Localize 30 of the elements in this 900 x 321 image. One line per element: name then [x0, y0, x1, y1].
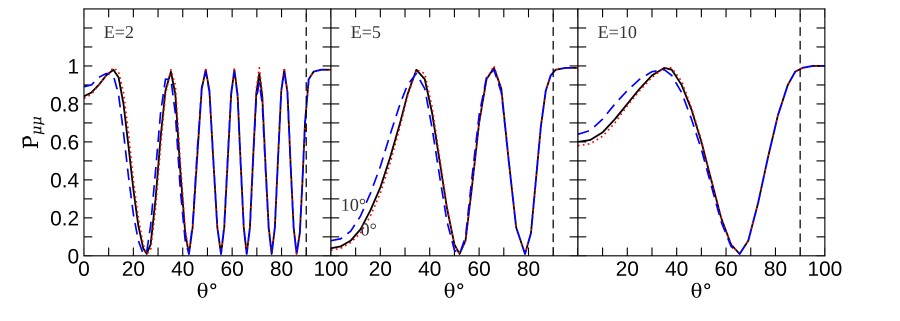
x-tick-label: 80	[518, 261, 540, 276]
x-tick-label: 40	[666, 261, 688, 276]
y-tick-label: 0.8	[50, 96, 78, 112]
x-tick-label: 20	[370, 261, 392, 276]
x-tick-label: 100	[809, 261, 842, 276]
x-tick-label: 20	[122, 261, 144, 276]
y-tick-label: 0.6	[50, 134, 78, 150]
annotation: E=5	[351, 26, 380, 38]
x-axis-title: θ°	[444, 282, 464, 298]
x-tick-label: 60	[468, 261, 490, 276]
x-tick-label: 60	[716, 261, 737, 276]
x-tick-label: 60	[222, 261, 243, 276]
x-axis-title: θ°	[692, 282, 710, 298]
y-tick-label: 0.2	[50, 210, 78, 226]
x-tick-label: 20	[616, 261, 638, 276]
annotation: 10°	[342, 198, 366, 211]
x-tick-label: 80	[270, 261, 292, 276]
y-tick-label: 1	[69, 59, 78, 74]
x-axis-title: θ°	[198, 282, 216, 298]
annotation: E=2	[104, 26, 133, 38]
annotation: E=10	[598, 26, 636, 38]
annotation: 0°	[361, 223, 376, 236]
y-tick-label: 0	[68, 248, 78, 264]
x-tick-label: 80	[764, 261, 786, 276]
x-tick-label: 40	[418, 261, 440, 276]
x-tick-label: 0	[78, 261, 89, 276]
x-tick-label: 40	[172, 261, 194, 276]
x-tick-label: 100	[315, 261, 348, 276]
y-axis-title: P̄$_{μμ}$	[22, 116, 44, 148]
y-tick-label: 0.4	[50, 172, 78, 188]
